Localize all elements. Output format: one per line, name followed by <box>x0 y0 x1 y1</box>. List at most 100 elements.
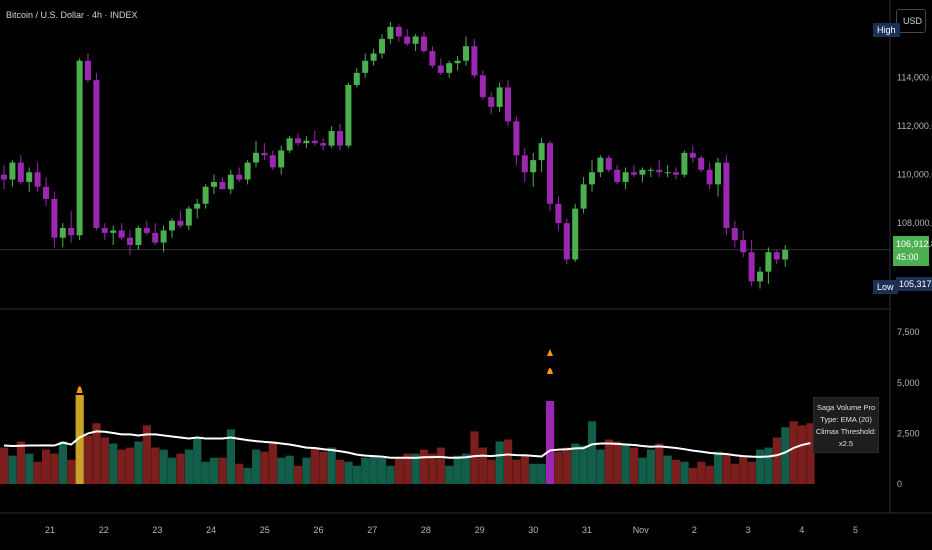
currency-button[interactable]: USD <box>896 9 926 33</box>
candle-body <box>110 230 117 233</box>
candle-body <box>253 152 259 163</box>
volume-bar <box>378 457 387 484</box>
volume-bar <box>420 449 429 484</box>
volume-bar <box>243 467 252 484</box>
candle-body <box>43 186 49 199</box>
candle-body <box>127 237 133 245</box>
candle-body <box>563 223 570 260</box>
candle-body <box>421 36 427 52</box>
volume-bar <box>336 459 345 484</box>
candle-body <box>345 84 352 146</box>
candle-body <box>353 72 360 85</box>
volume-bar <box>252 449 261 484</box>
candle-body <box>244 162 251 180</box>
candle-body <box>51 198 58 238</box>
candle-body <box>194 203 201 209</box>
price-tick-label: 110,000.00 <box>897 170 932 180</box>
candle-body <box>337 131 343 146</box>
candle-body <box>748 252 755 282</box>
candle-body <box>135 228 142 245</box>
volume-bar <box>50 453 59 484</box>
candle-body <box>93 80 100 229</box>
volume-bar <box>302 457 311 484</box>
volume-bar <box>226 429 235 484</box>
candle-body <box>698 157 705 170</box>
candle-body <box>143 228 150 233</box>
volume-bar <box>8 455 17 484</box>
volume-bar <box>655 443 664 484</box>
candle-body <box>538 143 545 161</box>
candle-body <box>286 138 293 151</box>
candle-body <box>731 228 738 241</box>
candle-body <box>236 174 243 180</box>
volume-bar <box>562 447 571 484</box>
low-label: Low <box>873 280 898 294</box>
candle-body <box>202 186 209 204</box>
candle-body <box>488 97 495 107</box>
candle-body <box>664 172 671 174</box>
candle-body <box>261 152 268 156</box>
candle-body <box>454 60 461 64</box>
candle-body <box>471 46 478 76</box>
volume-bar <box>495 441 504 484</box>
volume-bar <box>781 427 790 484</box>
volume-bar <box>705 465 714 484</box>
candle-body <box>437 65 444 73</box>
volume-bar <box>0 447 9 484</box>
candle-body <box>185 208 192 226</box>
volume-bar <box>117 449 126 484</box>
candle-body <box>689 152 696 158</box>
candle-body <box>387 26 394 39</box>
volume-bar <box>604 439 613 484</box>
volume-bar <box>646 449 655 484</box>
volume-bar <box>747 461 756 484</box>
candle-body <box>227 174 234 190</box>
time-tick-label: 24 <box>206 525 216 535</box>
volume-bar <box>714 451 723 484</box>
time-tick-label: 3 <box>746 525 751 535</box>
candle-body <box>773 252 780 260</box>
candle-body <box>404 36 411 44</box>
volume-bar <box>268 441 277 484</box>
volume-bar <box>126 447 135 484</box>
candle-body <box>505 87 511 122</box>
candle-body <box>160 230 167 243</box>
candle-body <box>614 169 621 182</box>
candle-body <box>656 169 663 173</box>
candle-body <box>68 228 75 236</box>
candle-body <box>547 143 553 204</box>
candle-body <box>605 157 612 170</box>
time-tick-label: 26 <box>313 525 323 535</box>
volume-bar <box>33 461 42 484</box>
price-tick-label: 108,000.00 <box>897 218 932 228</box>
volume-bar <box>806 423 815 484</box>
candle-body <box>673 172 679 175</box>
volume-bar <box>613 441 622 484</box>
volume-tick-label: 5,000 <box>897 378 920 388</box>
candle-body <box>622 172 629 182</box>
candle-body <box>17 162 24 182</box>
volume-bar <box>529 463 538 484</box>
candle-body <box>219 181 226 190</box>
candle-body <box>118 230 125 238</box>
candle-body <box>211 181 217 187</box>
time-tick-label: 21 <box>45 525 55 535</box>
candle-body <box>463 46 469 61</box>
indicator-threshold: Climax Threshold: x2.5 <box>815 427 877 448</box>
volume-bar <box>579 445 588 484</box>
last-price: 106,912.84 <box>896 239 932 249</box>
volume-bar <box>512 459 521 484</box>
candle-body <box>311 140 318 144</box>
volume-bar <box>25 453 34 484</box>
candle-body <box>26 172 33 182</box>
candle-body <box>479 75 486 98</box>
volume-bar <box>764 447 773 484</box>
candle-body <box>303 140 310 144</box>
volume-bar <box>84 435 93 484</box>
volume-bar <box>504 439 513 484</box>
volume-bar <box>798 425 807 484</box>
volume-bar <box>75 394 84 484</box>
candle-body <box>496 87 503 107</box>
candle-body <box>706 169 713 185</box>
